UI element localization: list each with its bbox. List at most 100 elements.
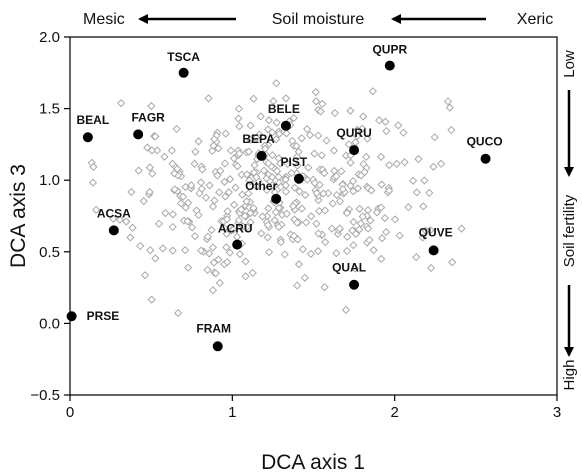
site-point [360,168,369,177]
site-point [244,189,253,198]
x-tick-label: 0 [66,404,74,421]
x-tick-label: 1 [228,404,236,421]
site-point [306,249,316,258]
site-point [349,241,358,250]
soil-moisture-label: Soil moisture [272,11,365,28]
site-point [368,87,377,96]
site-point [215,188,224,197]
site-point [231,183,240,192]
site-point [201,193,211,202]
site-point [359,112,368,121]
site-point [160,152,169,161]
site-point [297,134,306,143]
site-point [329,146,339,155]
site-point [158,244,167,253]
site-point [268,151,277,160]
species-label: ACRU [218,222,253,236]
site-point [221,129,230,138]
site-point [332,190,341,200]
y-tick-label: 0.5 [39,244,60,261]
site-point [242,197,251,206]
site-point [353,184,363,193]
site-point [127,187,136,197]
site-point [143,143,152,152]
site-point [194,210,203,220]
site-point [312,219,321,228]
site-point [302,125,312,134]
site-point [222,215,232,224]
site-point [330,108,339,118]
site-point [395,231,404,240]
site-point [134,166,143,175]
site-point [261,144,270,153]
species-label: BEAL [77,113,110,127]
site-point [263,221,273,230]
site-point [377,234,387,243]
site-point [322,136,331,145]
site-point [394,121,403,130]
site-point [183,217,192,226]
site-point [259,166,269,175]
site-point [234,114,243,123]
species-point [384,60,395,71]
site-point [273,166,282,176]
site-point [170,185,179,194]
site-point [221,192,230,201]
site-point [363,205,373,215]
site-point [237,205,246,214]
site-point [235,122,244,131]
site-point [115,215,124,224]
site-point [209,258,219,267]
site-point [109,214,118,223]
site-point [210,135,219,144]
site-point [364,224,373,233]
site-point [220,223,229,233]
site-point [369,246,378,255]
site-point [191,147,200,156]
site-point [257,229,266,238]
site-point [172,124,181,134]
site-point [430,133,439,142]
site-point [426,263,436,273]
site-point [315,206,324,216]
site-point [301,190,310,200]
site-point [250,161,259,170]
site-point [276,237,286,247]
site-point [268,128,277,137]
site-point [377,254,386,263]
site-point [220,177,229,186]
site-point [385,160,394,170]
site-point [269,97,278,106]
site-point [282,209,291,218]
site-point [275,129,284,139]
site-point [359,160,368,169]
species-label: ACSA [97,206,131,220]
site-point [262,185,271,195]
site-point [187,181,196,190]
species-label: QUPR [372,43,407,57]
site-point [292,152,302,161]
site-point [346,158,355,167]
site-point [429,162,438,171]
site-point [208,202,218,211]
site-point [380,213,390,223]
site-point [223,207,232,216]
x-axis-title: DCA axis 1 [261,451,365,474]
site-point [252,133,261,143]
site-point [178,192,188,201]
species-label: QURU [336,126,371,140]
species-point [280,120,291,131]
site-point [283,159,292,169]
species-point [232,239,243,250]
site-point [310,178,319,188]
site-point [234,104,244,113]
site-point [241,272,250,281]
site-point [365,235,374,245]
site-point [249,168,259,177]
species-label: PIST [281,155,308,169]
site-point [181,246,190,255]
site-point [319,189,328,198]
site-point [198,165,207,174]
site-point [147,101,156,111]
site-point [126,233,135,242]
